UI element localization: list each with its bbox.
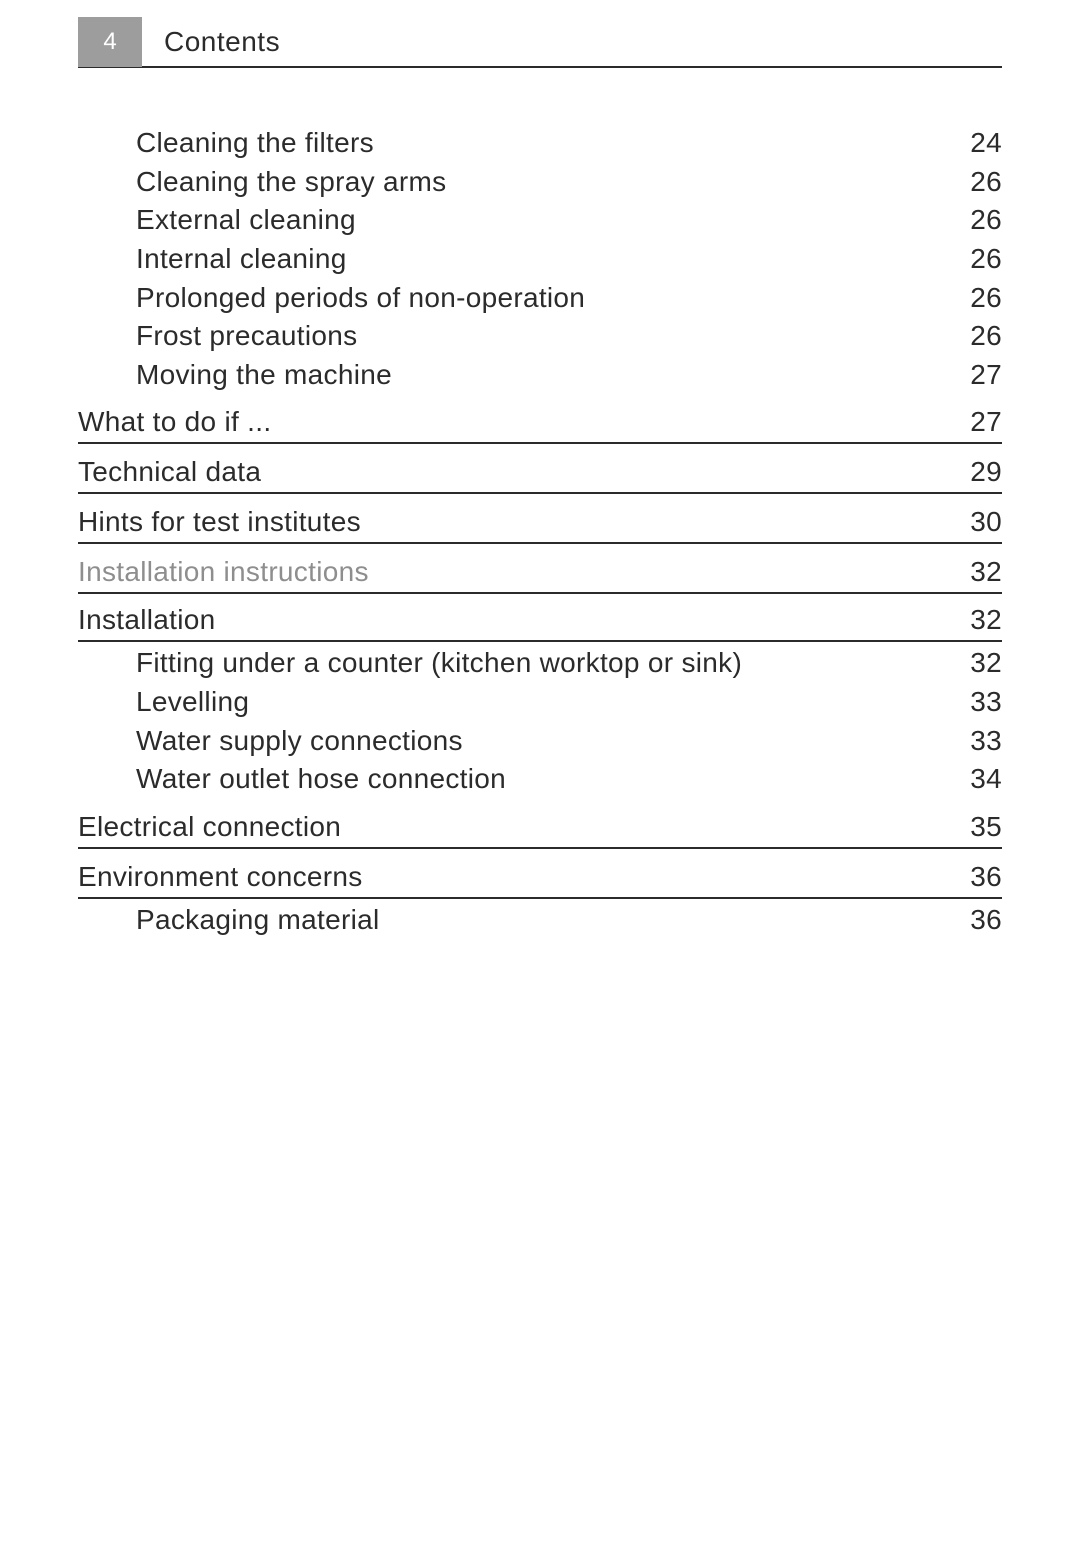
toc-heading-page: 27 xyxy=(958,406,1002,438)
toc-heading-page: 35 xyxy=(958,811,1002,843)
toc-heading-page: 32 xyxy=(958,556,1002,588)
toc-heading-label: Environment concerns xyxy=(78,861,363,893)
toc-heading-label: What to do if ... xyxy=(78,406,271,438)
toc-subgroup: Fitting under a counter (kitchen worktop… xyxy=(78,644,1002,799)
toc-item-label: Frost precautions xyxy=(136,317,357,356)
page: 4 Contents Cleaning the filters 24 Clean… xyxy=(0,18,1080,1547)
toc-item: Levelling 33 xyxy=(78,683,1002,722)
toc-item-label: Moving the machine xyxy=(136,356,392,395)
toc-item-page: 26 xyxy=(958,279,1002,318)
toc-item-page: 26 xyxy=(958,163,1002,202)
toc-item: Cleaning the filters 24 xyxy=(78,124,1002,163)
toc-section: Electrical connection 35 xyxy=(78,811,1002,849)
toc-item: Cleaning the spray arms 26 xyxy=(78,163,1002,202)
toc-item-page: 24 xyxy=(958,124,1002,163)
toc-item-label: Packaging material xyxy=(136,901,380,940)
toc-section: What to do if ... 27 xyxy=(78,406,1002,444)
header-title: Contents xyxy=(164,26,280,58)
toc-heading-label: Electrical connection xyxy=(78,811,341,843)
toc-heading: Technical data 29 xyxy=(78,456,1002,494)
toc-item: Water outlet hose connection 34 xyxy=(78,760,1002,799)
toc-item-label: Prolonged periods of non-operation xyxy=(136,279,585,318)
toc-heading-page: 29 xyxy=(958,456,1002,488)
toc-heading-page: 32 xyxy=(958,604,1002,636)
toc-item-label: Cleaning the filters xyxy=(136,124,374,163)
toc-subgroup: Cleaning the filters 24 Cleaning the spr… xyxy=(78,124,1002,394)
toc-heading-label: Technical data xyxy=(78,456,261,488)
page-number-badge: 4 xyxy=(78,17,142,67)
toc-item-label: Levelling xyxy=(136,683,249,722)
toc-heading-page: 36 xyxy=(958,861,1002,893)
toc-item-label: Water supply connections xyxy=(136,722,463,761)
table-of-contents: Cleaning the filters 24 Cleaning the spr… xyxy=(78,124,1002,940)
toc-subgroup: Packaging material 36 xyxy=(78,901,1002,940)
toc-item-page: 26 xyxy=(958,201,1002,240)
toc-item: Fitting under a counter (kitchen worktop… xyxy=(78,644,1002,683)
toc-section: Environment concerns 36 Packaging materi… xyxy=(78,861,1002,940)
toc-heading: Installation instructions 32 xyxy=(78,556,1002,594)
toc-item: Moving the machine 27 xyxy=(78,356,1002,395)
toc-section: Installation instructions 32 xyxy=(78,556,1002,594)
toc-item-page: 34 xyxy=(958,760,1002,799)
toc-item-label: Fitting under a counter (kitchen worktop… xyxy=(136,644,742,683)
toc-item-page: 33 xyxy=(958,722,1002,761)
toc-heading: Environment concerns 36 xyxy=(78,861,1002,899)
toc-section: Installation 32 Fitting under a counter … xyxy=(78,604,1002,799)
toc-item-page: 32 xyxy=(958,644,1002,683)
toc-heading-label: Hints for test institutes xyxy=(78,506,361,538)
toc-section: Hints for test institutes 30 xyxy=(78,506,1002,544)
toc-item-label: Cleaning the spray arms xyxy=(136,163,446,202)
toc-heading-label: Installation xyxy=(78,604,215,636)
toc-item-page: 26 xyxy=(958,240,1002,279)
toc-item: Prolonged periods of non-operation 26 xyxy=(78,279,1002,318)
toc-item: Packaging material 36 xyxy=(78,901,1002,940)
toc-item-page: 27 xyxy=(958,356,1002,395)
toc-heading-label: Installation instructions xyxy=(78,556,369,588)
toc-item-page: 36 xyxy=(958,901,1002,940)
toc-item: External cleaning 26 xyxy=(78,201,1002,240)
toc-heading-page: 30 xyxy=(958,506,1002,538)
page-header: 4 Contents xyxy=(78,18,1002,68)
toc-item-label: External cleaning xyxy=(136,201,356,240)
toc-item: Water supply connections 33 xyxy=(78,722,1002,761)
toc-item: Internal cleaning 26 xyxy=(78,240,1002,279)
toc-heading: What to do if ... 27 xyxy=(78,406,1002,444)
toc-item-page: 33 xyxy=(958,683,1002,722)
toc-heading: Electrical connection 35 xyxy=(78,811,1002,849)
toc-item-label: Internal cleaning xyxy=(136,240,347,279)
toc-section: Technical data 29 xyxy=(78,456,1002,494)
toc-item: Frost precautions 26 xyxy=(78,317,1002,356)
toc-item-label: Water outlet hose connection xyxy=(136,760,506,799)
toc-heading: Installation 32 xyxy=(78,604,1002,642)
toc-heading: Hints for test institutes 30 xyxy=(78,506,1002,544)
toc-item-page: 26 xyxy=(958,317,1002,356)
